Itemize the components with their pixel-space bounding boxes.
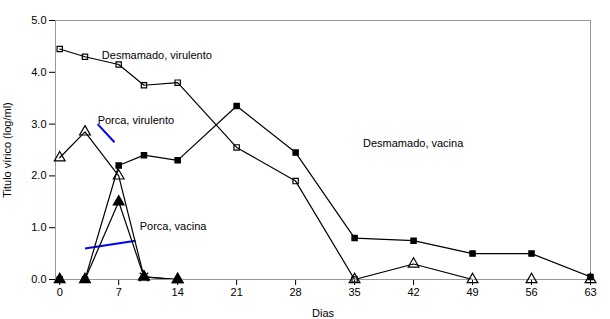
svg-text:Porca, vacina: Porca, vacina [140, 220, 208, 232]
svg-text:56: 56 [525, 286, 537, 298]
svg-text:28: 28 [289, 286, 301, 298]
svg-text:0: 0 [57, 286, 63, 298]
svg-text:4.0: 4.0 [31, 66, 46, 78]
svg-text:42: 42 [407, 286, 419, 298]
svg-text:21: 21 [231, 286, 243, 298]
svg-text:5.0: 5.0 [31, 14, 46, 26]
svg-text:Desmamado, vacina: Desmamado, vacina [363, 137, 464, 149]
svg-text:Dias: Dias [312, 307, 335, 319]
svg-text:1.0: 1.0 [31, 221, 46, 233]
svg-text:3.0: 3.0 [31, 118, 46, 130]
svg-text:Titulo vírico (log/ml): Titulo vírico (log/ml) [1, 102, 13, 198]
svg-text:7: 7 [116, 286, 122, 298]
svg-text:2.0: 2.0 [31, 169, 46, 181]
svg-text:63: 63 [584, 286, 596, 298]
svg-text:49: 49 [466, 286, 478, 298]
svg-text:14: 14 [172, 286, 184, 298]
svg-text:0.0: 0.0 [31, 273, 46, 285]
svg-text:35: 35 [348, 286, 360, 298]
svg-text:Porca, virulento: Porca, virulento [98, 114, 174, 126]
svg-text:Desmamado, virulento: Desmamado, virulento [102, 49, 212, 61]
